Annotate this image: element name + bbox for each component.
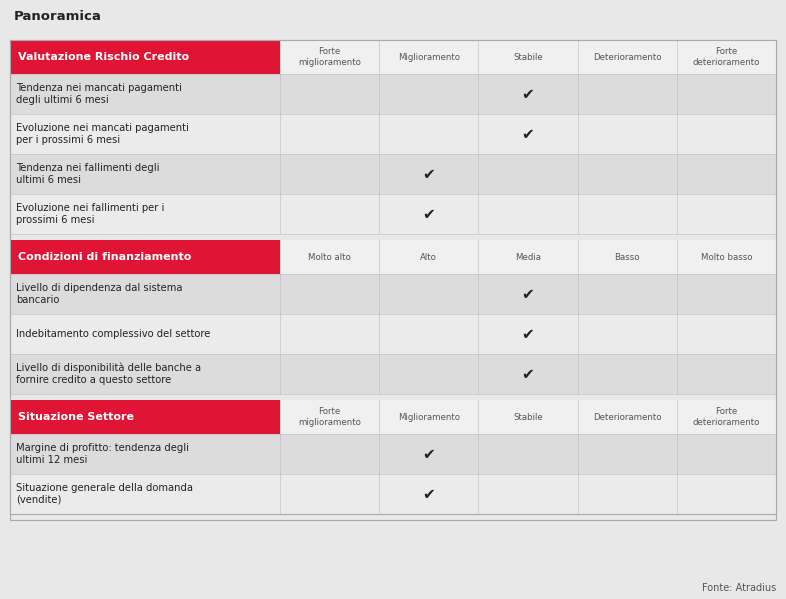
Text: ✔: ✔ (422, 207, 435, 222)
Bar (280, 40, 776, 74)
Text: Deterioramento: Deterioramento (593, 53, 662, 62)
Text: Tendenza nei mancati pagamenti
degli ultimi 6 mesi: Tendenza nei mancati pagamenti degli ult… (16, 83, 182, 105)
Bar (10, 40, 776, 520)
Text: Deterioramento: Deterioramento (593, 413, 662, 422)
Bar (10, 240, 280, 274)
Text: Panoramica: Panoramica (14, 10, 102, 23)
Bar (10, 74, 776, 114)
Text: Forte
miglioramento: Forte miglioramento (298, 407, 361, 426)
Text: ✔: ✔ (522, 326, 534, 341)
Text: ✔: ✔ (422, 446, 435, 461)
Bar (10, 40, 280, 74)
Text: Molto alto: Molto alto (308, 253, 351, 262)
Text: Miglioramento: Miglioramento (398, 53, 460, 62)
Bar (10, 154, 776, 194)
Bar (10, 234, 776, 240)
Text: Margine di profitto: tendenza degli
ultimi 12 mesi: Margine di profitto: tendenza degli ulti… (16, 443, 189, 465)
Text: Situazione generale della domanda
(vendite): Situazione generale della domanda (vendi… (16, 483, 193, 505)
Bar (10, 434, 776, 474)
Bar (10, 400, 280, 434)
Bar (280, 240, 776, 274)
Text: Condizioni di finanziamento: Condizioni di finanziamento (18, 252, 191, 262)
Text: Evoluzione nei fallimenti per i
prossimi 6 mesi: Evoluzione nei fallimenti per i prossimi… (16, 203, 164, 225)
Text: Molto basso: Molto basso (700, 253, 752, 262)
Text: Livello di disponibilità delle banche a
fornire credito a questo settore: Livello di disponibilità delle banche a … (16, 363, 201, 385)
Text: Forte
miglioramento: Forte miglioramento (298, 47, 361, 66)
Bar (10, 194, 776, 234)
Text: Forte
deterioramento: Forte deterioramento (692, 407, 760, 426)
Text: ✔: ✔ (522, 286, 534, 301)
Text: Evoluzione nei mancati pagamenti
per i prossimi 6 mesi: Evoluzione nei mancati pagamenti per i p… (16, 123, 189, 145)
Text: Media: Media (515, 253, 541, 262)
Bar (10, 394, 776, 400)
Text: Stabile: Stabile (513, 413, 543, 422)
Bar (10, 354, 776, 394)
Bar (10, 114, 776, 154)
Text: ✔: ✔ (422, 486, 435, 501)
Text: Indebitamento complessivo del settore: Indebitamento complessivo del settore (16, 329, 211, 339)
Text: Alto: Alto (421, 253, 437, 262)
Text: Forte
deterioramento: Forte deterioramento (692, 47, 760, 66)
Text: Basso: Basso (615, 253, 640, 262)
Text: Fonte: Atradius: Fonte: Atradius (702, 583, 776, 593)
Bar (10, 274, 776, 314)
Text: ✔: ✔ (522, 86, 534, 101)
Bar (280, 400, 776, 434)
Text: Situazione Settore: Situazione Settore (18, 412, 134, 422)
Bar (10, 314, 776, 354)
Text: ✔: ✔ (522, 367, 534, 382)
Text: Livello di dipendenza dal sistema
bancario: Livello di dipendenza dal sistema bancar… (16, 283, 182, 305)
Text: ✔: ✔ (422, 167, 435, 181)
Text: ✔: ✔ (522, 126, 534, 141)
Text: Miglioramento: Miglioramento (398, 413, 460, 422)
Bar (10, 474, 776, 514)
Text: Stabile: Stabile (513, 53, 543, 62)
Text: Tendenza nei fallimenti degli
ultimi 6 mesi: Tendenza nei fallimenti degli ultimi 6 m… (16, 163, 160, 185)
Text: Valutazione Rischio Credito: Valutazione Rischio Credito (18, 52, 189, 62)
